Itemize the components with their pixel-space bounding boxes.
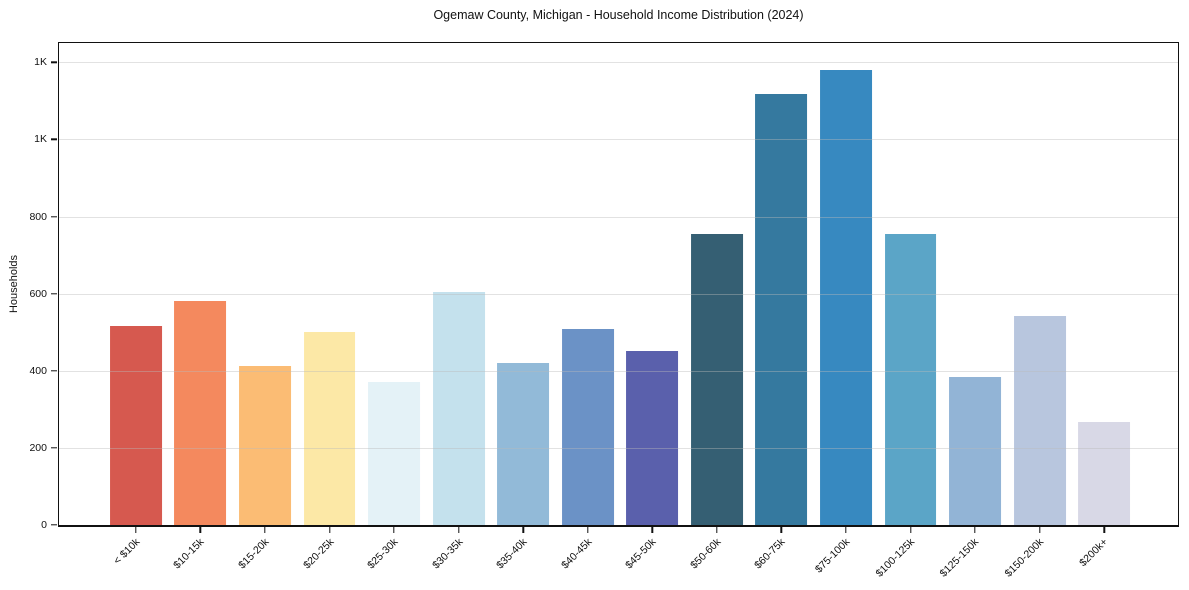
- y-tick-label: 0: [41, 519, 47, 531]
- bar--10k: [109, 326, 162, 525]
- y-tick-label: 200: [29, 441, 47, 454]
- x-tick-mark: [457, 527, 460, 533]
- gridline: [59, 370, 1178, 372]
- gridline: [59, 139, 1178, 141]
- x-tick-mark: [264, 527, 266, 533]
- bar--25-30k: [368, 381, 421, 525]
- bar--150-200k: [1013, 316, 1066, 525]
- y-tick-mark: [51, 61, 57, 63]
- x-tick-mark: [393, 527, 395, 533]
- x-tick-label: $125-150k: [937, 536, 982, 580]
- bar--125-150k: [949, 376, 1002, 525]
- x-tick-label: $10-15k: [171, 536, 207, 572]
- x-tick-label: $25-30k: [365, 536, 401, 572]
- x-tick-label: $150-200k: [1002, 536, 1047, 580]
- y-tick-label: 1K: [34, 133, 47, 146]
- y-axis-label: Households: [8, 254, 20, 314]
- x-tick-mark: [845, 527, 847, 533]
- bar--15-20k: [239, 365, 291, 525]
- chart-title: Ogemaw County, Michigan - Household Inco…: [433, 8, 804, 22]
- gridline: [59, 216, 1178, 218]
- x-tick-label: $45-50k: [623, 536, 659, 572]
- x-tick-mark: [1103, 527, 1105, 533]
- x-tick-label: < $10k: [111, 536, 143, 567]
- x-tick-label: $75-100k: [812, 536, 853, 576]
- bar--75-100k: [820, 69, 872, 525]
- bar--200k-: [1078, 421, 1131, 525]
- x-tick-mark: [909, 527, 912, 533]
- gridline: [59, 293, 1178, 295]
- y-tick-mark: [51, 215, 57, 218]
- gridline: [59, 447, 1178, 449]
- x-tick-mark: [974, 527, 976, 533]
- bar--100-125k: [884, 234, 937, 525]
- x-tick-label: $40-45k: [558, 536, 595, 572]
- y-tick-mark: [51, 447, 57, 449]
- x-tick-mark: [1038, 527, 1041, 533]
- x-tick-mark: [135, 527, 137, 533]
- x-tick-label: $15-20k: [236, 536, 272, 572]
- bar--10-15k: [174, 301, 227, 525]
- x-tick-mark: [716, 527, 718, 533]
- y-tick-mark: [51, 292, 57, 295]
- bar--60-75k: [755, 93, 808, 525]
- y-tick-mark: [51, 524, 57, 526]
- x-tick-mark: [199, 527, 202, 533]
- y-tick-mark: [51, 370, 57, 372]
- bar--30-35k: [432, 291, 485, 525]
- plot-area: 0 200 400 600 800 1K 1K < $10k $10-15k $15-20k $20…: [29, 42, 1179, 580]
- x-tick-label: $35-40k: [494, 536, 530, 572]
- bar--35-40k: [497, 362, 550, 525]
- bar--20-25k: [303, 332, 356, 525]
- x-tick-mark: [780, 527, 783, 533]
- y-tick-label: 400: [29, 364, 47, 377]
- x-tick-label: $50-60k: [688, 536, 724, 572]
- x-tick-label: $60-75k: [752, 536, 788, 572]
- x-tick-mark: [651, 527, 654, 533]
- x-tick-mark: [587, 527, 589, 533]
- x-tick-label: $30-35k: [429, 536, 466, 572]
- gridline: [59, 62, 1178, 64]
- y-tick-label: 600: [29, 287, 47, 300]
- y-tick-mark: [51, 138, 57, 141]
- bar--45-50k: [626, 351, 679, 525]
- bar--50-60k: [690, 233, 743, 525]
- x-tick-label: $100-125k: [873, 536, 918, 580]
- x-tick-mark: [522, 527, 524, 533]
- x-tick-label: $20-25k: [300, 536, 337, 572]
- x-tick-label: $200k+: [1077, 536, 1111, 570]
- y-tick-label: 800: [29, 210, 47, 223]
- y-tick-label: 1K: [34, 56, 47, 69]
- x-tick-mark: [328, 527, 331, 533]
- bar--40-45k: [561, 329, 614, 525]
